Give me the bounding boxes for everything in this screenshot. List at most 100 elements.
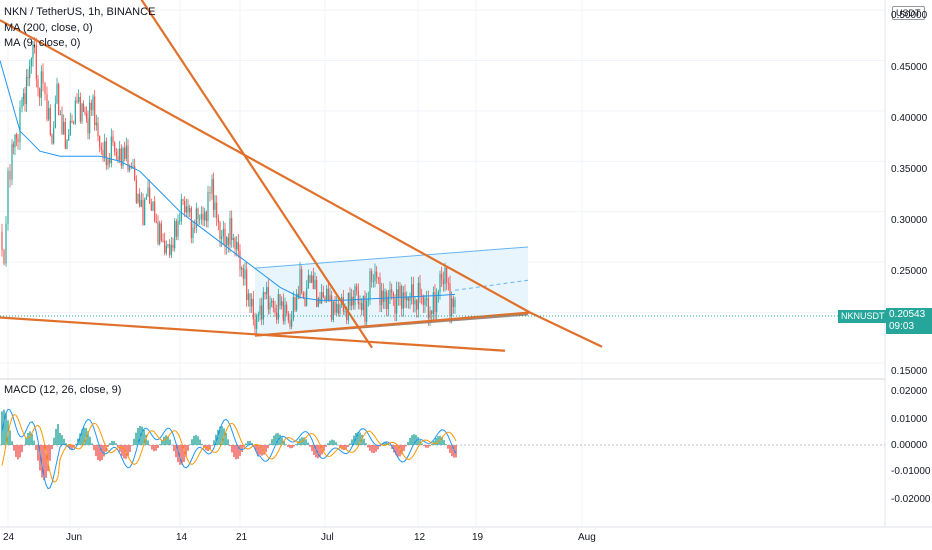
candle-body xyxy=(150,203,152,211)
macd-histogram-bar xyxy=(111,440,113,445)
macd-histogram-bar xyxy=(21,445,23,453)
candle-body xyxy=(85,113,88,119)
macd-histogram-bar xyxy=(1,411,3,445)
macd-histogram-bar xyxy=(169,439,171,445)
currency-selector[interactable]: USDT xyxy=(892,6,925,20)
macd-histogram-bar xyxy=(319,445,321,458)
ma200-legend[interactable]: MA (200, close, 0) xyxy=(4,22,93,34)
candle-body xyxy=(100,147,102,150)
macd-histogram-bar xyxy=(235,445,237,460)
macd-histogram-bar xyxy=(139,425,141,445)
candle-body xyxy=(209,192,211,194)
candle-body xyxy=(442,279,444,285)
candle-body xyxy=(35,45,37,80)
macd-histogram-bar xyxy=(265,445,267,453)
macd-histogram-bar xyxy=(275,433,277,445)
macd-histogram-bar xyxy=(347,445,349,447)
macd-histogram-bar xyxy=(311,445,313,452)
macd-histogram-bar xyxy=(455,445,457,458)
x-tick-label: 12 xyxy=(414,532,426,543)
candle-body xyxy=(379,277,381,306)
candle-body xyxy=(281,301,283,306)
candle-body xyxy=(312,275,314,290)
candle-body xyxy=(117,156,119,160)
candle-body xyxy=(172,244,174,249)
y-tick-label: 0.15000 xyxy=(891,366,928,377)
macd-histogram-bar xyxy=(331,439,333,445)
candle-body xyxy=(155,221,157,223)
macd-y-tick-label: 0.02000 xyxy=(891,386,928,397)
macd-histogram-bar xyxy=(221,426,223,445)
macd-histogram-bar xyxy=(5,412,7,445)
candle-body xyxy=(247,293,249,300)
macd-histogram-bar xyxy=(269,443,271,445)
candle-body xyxy=(364,295,366,322)
macd-histogram-bar xyxy=(361,434,363,445)
candle-body xyxy=(294,297,296,310)
macd-histogram-bar xyxy=(105,445,107,452)
candle-body xyxy=(115,151,117,157)
macd-histogram-bar xyxy=(231,445,233,453)
candle-body xyxy=(189,208,191,213)
candle-body xyxy=(39,88,41,98)
macd-histogram-bar xyxy=(257,445,259,457)
candle-body xyxy=(304,297,306,306)
candle-body xyxy=(274,307,276,313)
ma9-legend[interactable]: MA (9, close, 0) xyxy=(4,37,81,49)
macd-histogram-bar xyxy=(175,445,177,458)
candle-body xyxy=(3,250,5,264)
descending-support-line xyxy=(0,316,506,352)
candle-body xyxy=(397,289,399,298)
candle-body xyxy=(48,108,50,120)
macd-histogram-bar xyxy=(131,445,133,446)
macd-histogram-bar xyxy=(303,437,305,445)
macd-histogram-bar xyxy=(233,445,235,457)
macd-histogram-bar xyxy=(49,445,51,461)
candle-body xyxy=(14,134,16,148)
candle-body xyxy=(324,297,326,302)
macd-histogram-bar xyxy=(427,445,429,448)
macd-line xyxy=(1,408,457,490)
candle-body xyxy=(396,289,398,314)
macd-histogram-bar xyxy=(357,431,359,445)
macd-histogram-bar xyxy=(271,439,273,445)
candle-body xyxy=(236,242,238,250)
candle-body xyxy=(314,279,316,290)
candle-body xyxy=(207,192,209,222)
candle-body xyxy=(369,271,371,299)
macd-histogram-bar xyxy=(227,439,229,445)
candle-body xyxy=(422,296,424,305)
last-price-value: 0.20543 xyxy=(889,309,926,320)
candle-body xyxy=(44,83,46,95)
symbol-label: NKNUSDT xyxy=(838,310,888,323)
macd-histogram-bar xyxy=(431,443,433,445)
macd-histogram-bar xyxy=(291,445,293,449)
macd-histogram-bar xyxy=(203,445,205,448)
macd-histogram-bar xyxy=(173,445,175,452)
macd-histogram-bar xyxy=(267,445,269,449)
candle-body xyxy=(302,292,304,298)
trendlines[interactable] xyxy=(0,0,603,352)
macd-histogram-bar xyxy=(39,445,41,471)
candle-body xyxy=(254,319,256,329)
macd-histogram-bar xyxy=(51,445,53,450)
macd-histogram-bar xyxy=(365,443,367,445)
macd-histogram-bar xyxy=(171,444,173,446)
macd-histogram-bar xyxy=(83,427,85,445)
candle-body xyxy=(426,298,428,300)
macd-histogram-bar xyxy=(401,445,403,455)
macd-histogram-bar xyxy=(11,441,13,445)
candle-body xyxy=(384,291,386,302)
candle-body xyxy=(261,305,263,320)
candle-body xyxy=(170,244,172,256)
macd-legend[interactable]: MACD (12, 26, close, 9) xyxy=(4,384,122,396)
macd-histogram-bar xyxy=(363,438,365,445)
macd-histogram-bar xyxy=(377,445,379,450)
macd-histogram-bar xyxy=(217,429,219,445)
candle-body xyxy=(217,218,219,223)
candle-body xyxy=(15,134,18,139)
candle-body xyxy=(267,287,269,310)
macd-histogram-bar xyxy=(161,440,163,445)
candle-body xyxy=(76,100,78,102)
